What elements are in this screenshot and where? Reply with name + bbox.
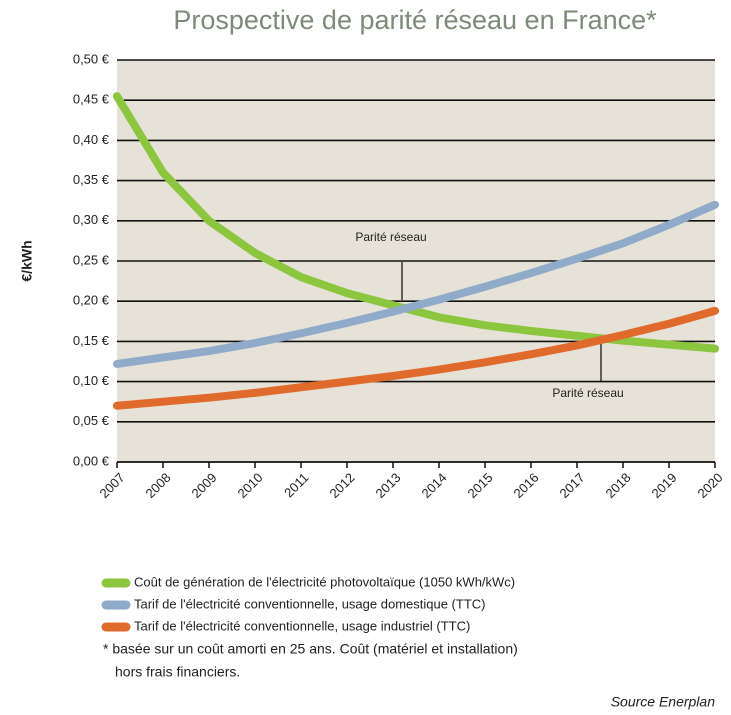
- y-tick-label: 0,15 €: [73, 333, 110, 348]
- y-tick-label: 0,25 €: [73, 252, 110, 267]
- x-tick-label: 2016: [510, 470, 541, 501]
- y-axis-label: €/kWh: [19, 240, 35, 281]
- x-tick-label: 2019: [648, 470, 679, 501]
- y-tick-label: 0,50 €: [73, 51, 110, 66]
- x-tick-label: 2020: [694, 470, 725, 501]
- footnote: hors frais financiers.: [115, 664, 240, 680]
- y-tick-label: 0,10 €: [73, 373, 110, 388]
- x-tick-label: 2018: [602, 470, 633, 501]
- footnote: * basée sur un coût amorti en 25 ans. Co…: [103, 641, 518, 657]
- x-tick-label: 2007: [96, 470, 127, 501]
- x-tick-label: 2008: [142, 470, 173, 501]
- y-tick-label: 0,30 €: [73, 212, 110, 227]
- source: Source Enerplan: [611, 694, 716, 710]
- legend-label: Tarif de l'électricité conventionnelle, …: [134, 596, 485, 611]
- y-tick-label: 0,35 €: [73, 172, 110, 187]
- annotation: Parité réseau: [355, 230, 426, 244]
- annotation: Parité réseau: [552, 386, 623, 400]
- y-tick-label: 0,00 €: [73, 453, 110, 468]
- y-tick-label: 0,05 €: [73, 413, 110, 428]
- x-tick-label: 2017: [556, 470, 587, 501]
- legend-label: Coût de génération de l'électricité phot…: [134, 574, 515, 589]
- x-tick-label: 2014: [418, 470, 449, 501]
- legend-label: Tarif de l'électricité conventionnelle, …: [134, 618, 470, 633]
- y-tick-label: 0,45 €: [73, 92, 110, 107]
- chart-title: Prospective de parité réseau en France*: [173, 5, 657, 35]
- x-tick-label: 2015: [464, 470, 495, 501]
- y-tick-label: 0,20 €: [73, 293, 110, 308]
- x-tick-label: 2010: [234, 470, 265, 501]
- x-tick-label: 2012: [326, 470, 357, 501]
- x-tick-label: 2013: [372, 470, 403, 501]
- y-tick-label: 0,40 €: [73, 132, 110, 147]
- series-line: [113, 306, 719, 410]
- series-line: [113, 200, 719, 368]
- x-tick-label: 2011: [281, 470, 311, 500]
- x-tick-label: 2009: [188, 470, 219, 501]
